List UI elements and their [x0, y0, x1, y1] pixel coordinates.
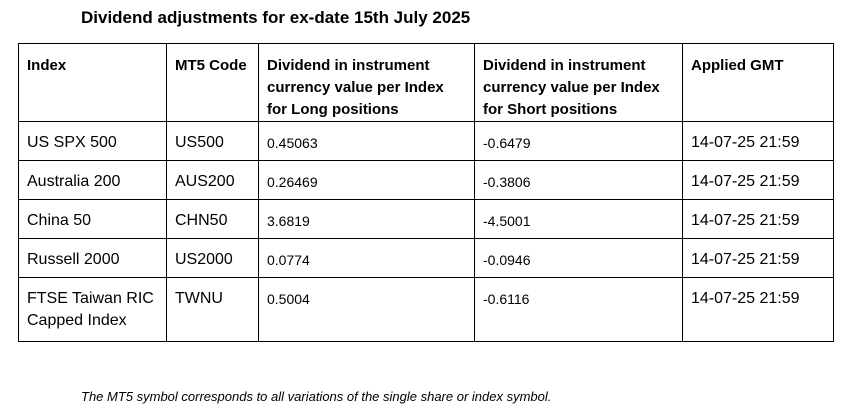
- table-row: US SPX 500 US500 0.45063 -0.6479 14-07-2…: [18, 121, 834, 161]
- table-row: Australia 200 AUS200 0.26469 -0.3806 14-…: [18, 160, 834, 200]
- cell-mt5-code: AUS200: [166, 160, 259, 200]
- cell-applied-gmt: 14-07-25 21:59: [682, 277, 834, 342]
- cell-index: FTSE Taiwan RIC Capped Index: [18, 277, 167, 342]
- table-row: China 50 CHN50 3.6819 -4.5001 14-07-25 2…: [18, 199, 834, 239]
- cell-index: Australia 200: [18, 160, 167, 200]
- cell-applied-gmt: 14-07-25 21:59: [682, 238, 834, 278]
- cell-mt5-code: CHN50: [166, 199, 259, 239]
- cell-index: US SPX 500: [18, 121, 167, 161]
- table-row: Russell 2000 US2000 0.0774 -0.0946 14-07…: [18, 238, 834, 278]
- footnote: The MT5 symbol corresponds to all variat…: [81, 389, 552, 404]
- cell-dividend-short: -0.6479: [474, 121, 683, 161]
- cell-mt5-code: TWNU: [166, 277, 259, 342]
- header-dividend-short: Dividend in instrument currency value pe…: [474, 43, 683, 122]
- cell-mt5-code: US2000: [166, 238, 259, 278]
- cell-mt5-code: US500: [166, 121, 259, 161]
- header-applied-gmt: Applied GMT: [682, 43, 834, 122]
- cell-applied-gmt: 14-07-25 21:59: [682, 199, 834, 239]
- cell-dividend-short: -0.3806: [474, 160, 683, 200]
- cell-dividend-short: -0.0946: [474, 238, 683, 278]
- cell-dividend-long: 0.26469: [258, 160, 475, 200]
- cell-dividend-long: 0.45063: [258, 121, 475, 161]
- cell-index: Russell 2000: [18, 238, 167, 278]
- cell-dividend-long: 3.6819: [258, 199, 475, 239]
- table-header-row: Index MT5 Code Dividend in instrument cu…: [18, 43, 834, 122]
- cell-dividend-long: 0.0774: [258, 238, 475, 278]
- cell-applied-gmt: 14-07-25 21:59: [682, 160, 834, 200]
- header-mt5-code: MT5 Code: [166, 43, 259, 122]
- page-title: Dividend adjustments for ex-date 15th Ju…: [81, 8, 471, 27]
- header-index: Index: [18, 43, 167, 122]
- cell-dividend-short: -4.5001: [474, 199, 683, 239]
- cell-index: China 50: [18, 199, 167, 239]
- header-dividend-long: Dividend in instrument currency value pe…: [258, 43, 475, 122]
- cell-dividend-short: -0.6116: [474, 277, 683, 342]
- cell-dividend-long: 0.5004: [258, 277, 475, 342]
- cell-applied-gmt: 14-07-25 21:59: [682, 121, 834, 161]
- table-row: FTSE Taiwan RIC Capped Index TWNU 0.5004…: [18, 277, 834, 342]
- dividend-table: Index MT5 Code Dividend in instrument cu…: [18, 43, 834, 342]
